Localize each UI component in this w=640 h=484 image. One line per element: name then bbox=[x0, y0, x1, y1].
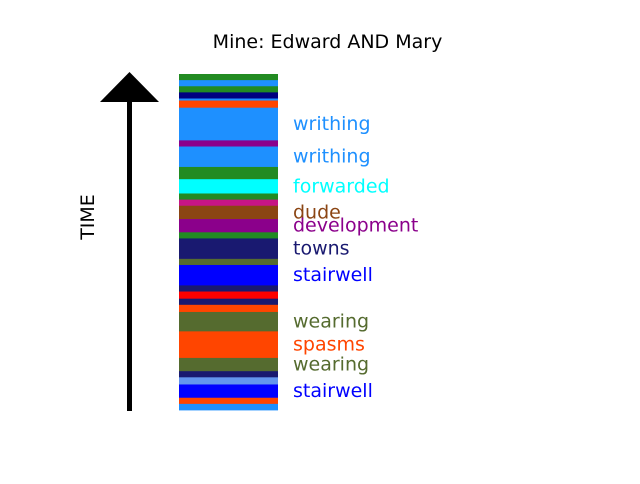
timeline-segment bbox=[179, 199, 278, 207]
segment-label: forwarded bbox=[293, 175, 390, 197]
timeline-segment bbox=[179, 92, 278, 99]
timeline-segment bbox=[179, 86, 278, 93]
timeline-segment bbox=[179, 304, 278, 313]
timeline-segment bbox=[179, 146, 278, 168]
segment-label: spasms bbox=[293, 334, 365, 356]
segment-label: development bbox=[293, 215, 418, 237]
timeline-segment bbox=[179, 298, 278, 306]
time-arrow-head bbox=[100, 72, 159, 102]
timeline-segment bbox=[179, 179, 278, 194]
timeline-segment bbox=[179, 357, 278, 372]
timeline-segment bbox=[179, 258, 278, 266]
timeline-segment bbox=[179, 107, 278, 141]
timeline-segment bbox=[179, 403, 278, 411]
timeline-segment bbox=[179, 100, 278, 109]
timeline-segment bbox=[179, 384, 278, 399]
segment-label: writhing bbox=[293, 113, 371, 135]
timeline-segment bbox=[179, 377, 278, 385]
timeline-segment bbox=[179, 285, 278, 292]
timeline-segment bbox=[179, 140, 278, 147]
timeline-segment bbox=[179, 371, 278, 378]
segment-label: towns bbox=[293, 238, 350, 260]
timeline-labels: writhing writhing forwarded dudedevelopment… bbox=[293, 113, 418, 402]
timeline-segment bbox=[179, 166, 278, 180]
timeline-segment bbox=[179, 397, 278, 405]
chart-title: Mine: Edward AND Mary bbox=[212, 31, 443, 53]
timeline-segment bbox=[179, 264, 278, 286]
segment-label: stairwell bbox=[293, 264, 373, 286]
timeline-segment bbox=[179, 74, 278, 81]
timeline-segment bbox=[179, 193, 278, 201]
time-axis-label: TIME bbox=[77, 194, 99, 240]
timeline-bar-stack bbox=[179, 74, 278, 411]
timeline-segment bbox=[179, 331, 278, 359]
segment-label: wearing bbox=[293, 311, 369, 333]
segment-label: stairwell bbox=[293, 380, 373, 402]
segment-label: dude bbox=[293, 201, 341, 223]
timeline-segment bbox=[179, 205, 278, 220]
timeline-segment bbox=[179, 232, 278, 239]
timeline-segment bbox=[179, 291, 278, 300]
timeline-segment bbox=[179, 98, 278, 101]
timeline-segment bbox=[179, 219, 278, 233]
timeline-segment bbox=[179, 238, 278, 260]
timeline-segment bbox=[179, 80, 278, 87]
segment-label: wearing bbox=[293, 354, 369, 376]
timeline-segment bbox=[179, 311, 278, 332]
segment-label: writhing bbox=[293, 146, 371, 168]
